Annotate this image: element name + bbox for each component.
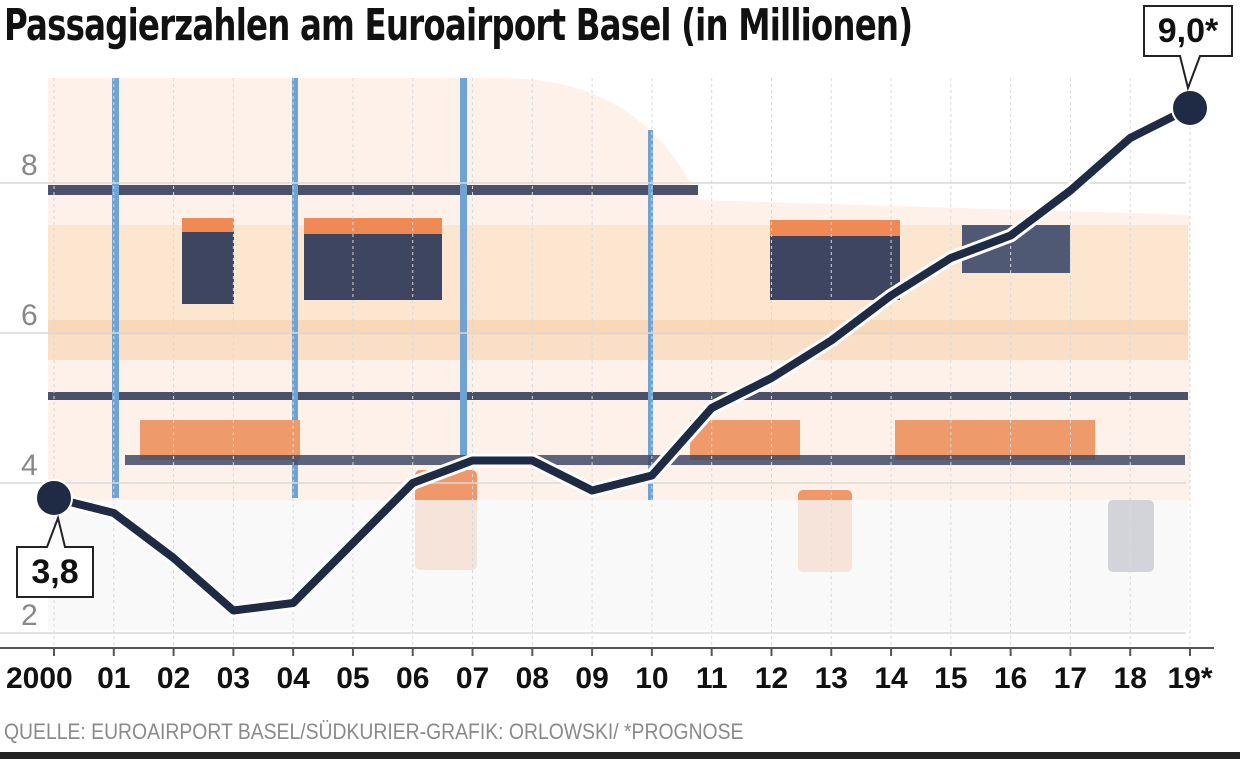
y-tick-label: 2 (21, 599, 38, 632)
x-tick-label: 15 (934, 662, 967, 695)
x-tick-label: 03 (217, 662, 250, 695)
source-note: QUELLE: EUROAIRPORT BASEL/SÜDKURIER-GRAF… (4, 719, 744, 744)
endpoint-marker (35, 479, 73, 517)
data-point (889, 293, 894, 298)
data-series (47, 101, 1197, 618)
x-tick-label: 18 (1114, 662, 1147, 695)
background-illustration (48, 78, 1190, 630)
data-point (948, 256, 953, 260)
x-tick-label: 12 (755, 662, 788, 695)
callout-box (16, 514, 94, 598)
y-tick-label: 6 (21, 299, 38, 332)
data-label: 3,8 (31, 553, 78, 591)
data-point (769, 376, 774, 380)
data-point (1128, 136, 1133, 140)
data-point (649, 473, 654, 478)
x-tick-label: 08 (516, 662, 549, 695)
y-tick-label: 8 (21, 149, 38, 182)
x-tick-label: 16 (994, 662, 1027, 695)
x-tick-label: 01 (97, 662, 130, 695)
data-point (590, 488, 595, 493)
page-title: Passagierzahlen am Euroairport Basel (in… (4, 0, 913, 51)
x-tick-label: 10 (635, 662, 668, 695)
x-tick-label: 11 (696, 662, 728, 695)
endpoint-marker (1171, 89, 1209, 127)
annotations: 3,8 9,0* (16, 5, 1233, 598)
data-point (1068, 188, 1073, 193)
data-point (1008, 233, 1013, 238)
series-line (50, 104, 1194, 615)
x-tick-label: 04 (276, 662, 310, 695)
x-axis-ticks: 2000 01 02 03 04 05 06 07 08 09 10 11 12 13 14 15 16 17 18… (6, 648, 1213, 695)
x-tick-label: 05 (336, 662, 369, 695)
x-tick-label: 06 (396, 662, 429, 695)
x-tick-label: 14 (874, 662, 908, 695)
data-point (171, 556, 176, 560)
data-point (111, 511, 116, 515)
data-point (350, 541, 355, 545)
data-point (829, 338, 834, 343)
x-tick-label: 19* (1167, 662, 1212, 695)
x-tick-label: 17 (1054, 662, 1087, 695)
x-tick-label: 09 (575, 662, 608, 695)
x-tick-label: 07 (456, 662, 489, 695)
callout-box (1143, 5, 1233, 92)
data-point (291, 601, 296, 605)
data-point (709, 406, 714, 410)
y-tick-label: 4 (21, 449, 38, 482)
data-point (231, 608, 236, 613)
data-label: 9,0* (1158, 12, 1219, 50)
data-point (530, 458, 535, 463)
data-point (410, 481, 415, 485)
y-axis-ticks: 2 4 6 8 (21, 149, 38, 632)
footer-bar (0, 752, 1240, 759)
data-point (470, 458, 475, 463)
x-tick-label: 2000 (6, 662, 73, 695)
x-tick-label: 02 (157, 662, 190, 695)
x-tick-label: 13 (815, 662, 848, 695)
gridlines (0, 78, 1191, 648)
